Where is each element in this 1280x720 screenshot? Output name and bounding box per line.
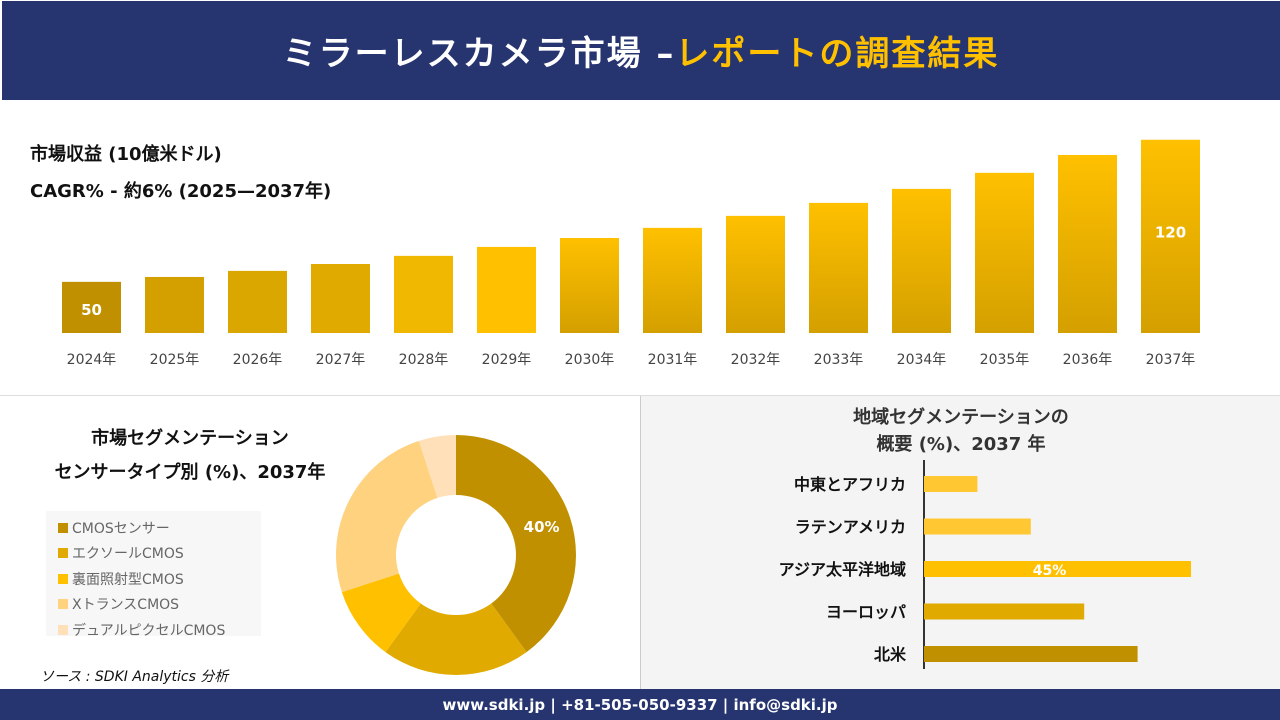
legend-item: XトランスCMOS xyxy=(58,592,249,618)
x-tick-label: 2028年 xyxy=(399,352,449,368)
x-tick-label: 2035年 xyxy=(980,352,1030,368)
data-label: 45% xyxy=(1033,563,1067,579)
x-tick-label: 2031年 xyxy=(648,352,698,368)
x-tick-label: 2036年 xyxy=(1063,352,1113,368)
x-tick-label: 2029年 xyxy=(482,352,532,368)
region-bar-4 xyxy=(924,646,1138,662)
bar-2030年 xyxy=(560,237,619,333)
bar-2037年 xyxy=(1141,139,1200,333)
x-tick-label: 2025年 xyxy=(150,352,200,368)
legend-item: CMOSセンサー xyxy=(58,515,249,541)
bar-2031年 xyxy=(643,227,702,333)
region-title-line-1: 地域セグメンテーションの xyxy=(853,407,1069,428)
region-bar-0 xyxy=(924,476,978,492)
legend-label: 裏面照射型CMOS xyxy=(72,571,184,588)
sensor-chart-title: 市場セグメンテーション センサータイプ別 (%)、2037年 xyxy=(20,422,360,490)
region-label: ヨーロッパ xyxy=(826,603,906,622)
data-label: 50 xyxy=(81,301,102,319)
bar-2035年 xyxy=(975,172,1034,333)
legend-item: デュアルピクセルCMOS xyxy=(58,617,249,643)
x-tick-label: 2037年 xyxy=(1146,352,1196,368)
bar-2027年 xyxy=(311,263,370,333)
title-main: ミラーレスカメラ市場 – xyxy=(282,34,676,74)
footer-contact: www.sdki.jp | +81-505-050-9337 | info@sd… xyxy=(0,689,1280,720)
region-bar-1 xyxy=(924,518,1031,535)
region-label: アジア太平洋地域 xyxy=(779,560,906,579)
region-title-line-2: 概要 (%)、2037 年 xyxy=(876,434,1046,455)
bar-2024年 xyxy=(62,281,121,333)
sensor-title-line-1: 市場セグメンテーション xyxy=(91,428,289,449)
revenue-bar-chart: 2024年 50 2025年 2026年 2027年 2028年 2029年 2030年 203… xyxy=(62,139,1200,368)
donut-slice-2 xyxy=(341,573,421,653)
x-tick-label: 2024年 xyxy=(67,352,117,368)
donut-slice-0 xyxy=(456,435,576,653)
bar-2033年 xyxy=(809,202,868,333)
sensor-legend: CMOSセンサー エクソールCMOS 裏面照射型CMOS XトランスCMOS デュアルピ… xyxy=(46,511,261,639)
divider xyxy=(0,395,1280,396)
bar-2036年 xyxy=(1058,154,1117,333)
x-tick-label: 2027年 xyxy=(316,352,366,368)
legend-swatch xyxy=(58,573,68,584)
region-bar-3 xyxy=(924,603,1085,620)
legend-swatch xyxy=(58,522,68,533)
x-tick-label: 2030年 xyxy=(565,352,615,368)
legend-label: XトランスCMOS xyxy=(72,597,180,614)
bar-2029年 xyxy=(477,246,536,333)
x-tick-label: 2026年 xyxy=(233,352,283,368)
region-panel: 地域セグメンテーションの 概要 (%)、2037 年 中東とアフリカ ラテンアメリ… xyxy=(640,396,1280,689)
x-tick-label: 2032年 xyxy=(731,352,781,368)
x-tick-label: 2034年 xyxy=(897,352,947,368)
legend-swatch xyxy=(58,548,68,559)
bar-2026年 xyxy=(228,270,287,333)
bar-2025年 xyxy=(145,276,204,333)
donut-slice-1 xyxy=(385,603,527,675)
region-label: 北米 xyxy=(874,645,907,664)
bar-2028年 xyxy=(394,255,453,333)
source-note: ソース : SDKI Analytics 分析 xyxy=(40,669,229,685)
region-label: 中東とアフリカ xyxy=(794,475,906,494)
legend-swatch xyxy=(58,599,68,610)
legend-item: 裏面照射型CMOS xyxy=(58,566,249,592)
donut-slice-3 xyxy=(336,440,438,593)
title-accent: レポートの調査結果 xyxy=(675,34,1000,74)
x-tick-label: 2033年 xyxy=(814,352,864,368)
cagr-label: CAGR% - 約6% (2025—2037年) xyxy=(30,181,332,202)
sensor-title-line-2: センサータイプ別 (%)、2037年 xyxy=(54,462,326,483)
data-label: 120 xyxy=(1155,224,1186,242)
region-bar-2 xyxy=(924,561,1191,577)
legend-swatch xyxy=(58,624,68,635)
legend-item: エクソールCMOS xyxy=(58,541,249,567)
revenue-chart-title: 市場収益 (10億米ドル) xyxy=(30,144,222,165)
region-chart-title: 地域セグメンテーションの 概要 (%)、2037 年 xyxy=(751,404,1171,458)
page-title: ミラーレスカメラ市場 – レポートの調査結果 xyxy=(2,1,1280,100)
bar-2034年 xyxy=(892,188,951,333)
legend-label: CMOSセンサー xyxy=(72,520,170,537)
legend-label: デュアルピクセルCMOS xyxy=(72,622,226,639)
data-label: 40% xyxy=(524,518,560,536)
region-label: ラテンアメリカ xyxy=(795,518,906,537)
donut-slice-4 xyxy=(418,435,456,498)
legend-label: エクソールCMOS xyxy=(72,546,184,563)
sensor-donut-chart: 40% xyxy=(336,435,576,675)
bar-2032年 xyxy=(726,215,785,333)
